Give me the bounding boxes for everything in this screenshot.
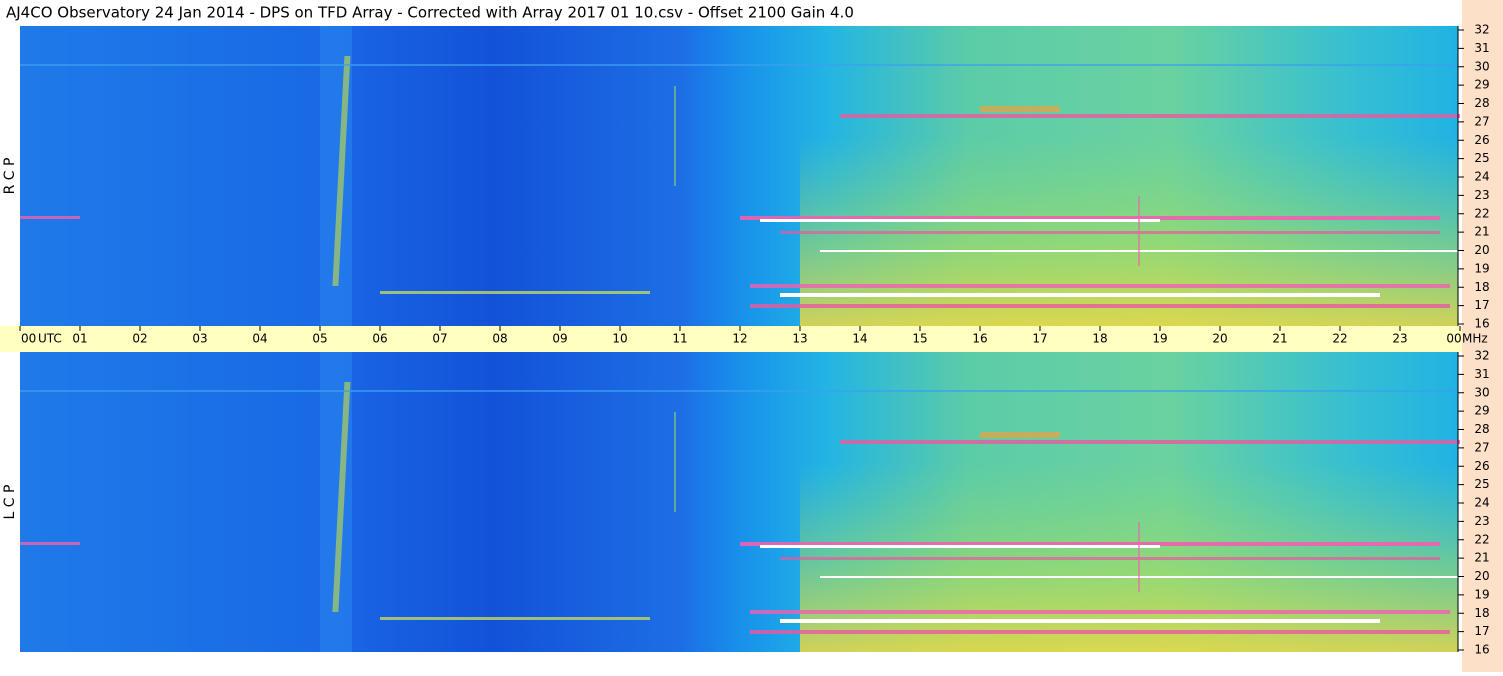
- time-label: 08: [492, 332, 507, 346]
- time-label: 13: [792, 332, 807, 346]
- freq-tick-label: 26: [1474, 459, 1489, 473]
- time-label: 04: [252, 332, 267, 346]
- freq-tick-label: 24: [1474, 170, 1489, 184]
- freq-tick-label: 29: [1474, 78, 1489, 92]
- freq-tick-label: 21: [1474, 225, 1489, 239]
- freq-tick-label: 17: [1474, 624, 1489, 638]
- time-label: 22: [1332, 332, 1347, 346]
- time-label: 12: [732, 332, 747, 346]
- freq-tick-label: 25: [1474, 477, 1489, 491]
- freq-tick-label: 28: [1474, 422, 1489, 436]
- time-label: 09: [552, 332, 567, 346]
- freq-tick-label: 28: [1474, 96, 1489, 110]
- time-label: 06: [372, 332, 387, 346]
- freq-tick-label: 17: [1474, 298, 1489, 312]
- freq-tick-label: 18: [1474, 606, 1489, 620]
- time-label: 00: [1446, 332, 1461, 346]
- panel-label: R C P: [2, 158, 18, 195]
- panel-label: L C P: [2, 485, 18, 520]
- time-label: 11: [672, 332, 687, 346]
- time-label: 15: [912, 332, 927, 346]
- freq-tick-label: 20: [1474, 569, 1489, 583]
- time-label: 21: [1272, 332, 1287, 346]
- time-label: 02: [132, 332, 147, 346]
- time-label: 14: [852, 332, 867, 346]
- time-label: 03: [192, 332, 207, 346]
- axes: R C P 16 17 18 19 20 21 22 23 24 25 26 27 28 29 30 31 32 L…: [2, 23, 1490, 657]
- time-label: 07: [432, 332, 447, 346]
- freq-unit: MHz: [1462, 332, 1488, 346]
- freq-tick-label: 19: [1474, 587, 1489, 601]
- freq-tick-label: 22: [1474, 532, 1489, 546]
- title: AJ4CO Observatory 24 Jan 2014 - DPS on T…: [6, 4, 854, 22]
- freq-tick-label: 16: [1474, 317, 1489, 331]
- freq-tick-label: 32: [1474, 23, 1489, 37]
- freq-tick-label: 25: [1474, 151, 1489, 165]
- time-label: 17: [1032, 332, 1047, 346]
- side-strip: [1462, 0, 1503, 672]
- time-label: 10: [612, 332, 627, 346]
- time-bar: [0, 326, 1462, 352]
- freq-tick-label: 24: [1474, 496, 1489, 510]
- freq-tick-label: 23: [1474, 188, 1489, 202]
- time-label: 20: [1212, 332, 1227, 346]
- freq-tick-label: 31: [1474, 367, 1489, 381]
- time-label: 05: [312, 332, 327, 346]
- time-label: 19: [1152, 332, 1167, 346]
- freq-tick-label: 21: [1474, 551, 1489, 565]
- freq-tick-label: 18: [1474, 280, 1489, 294]
- freq-tick-label: 29: [1474, 404, 1489, 418]
- time-label: 16: [972, 332, 987, 346]
- freq-tick-label: 22: [1474, 206, 1489, 220]
- freq-tick-label: 26: [1474, 133, 1489, 147]
- freq-tick-label: 32: [1474, 349, 1489, 363]
- freq-tick-label: 23: [1474, 514, 1489, 528]
- freq-tick-label: 30: [1474, 385, 1489, 399]
- spectrogram-rcp: [20, 26, 1460, 326]
- time-label: 18: [1092, 332, 1107, 346]
- freq-tick-label: 20: [1474, 243, 1489, 257]
- freq-tick-label: 19: [1474, 261, 1489, 275]
- freq-tick-label: 27: [1474, 114, 1489, 128]
- time-label: 00: [21, 332, 36, 346]
- freq-tick-label: 27: [1474, 440, 1489, 454]
- time-label: 23: [1392, 332, 1407, 346]
- spectrogram-lcp: [20, 352, 1460, 652]
- freq-tick-label: 31: [1474, 41, 1489, 55]
- time-label: 01: [72, 332, 87, 346]
- freq-tick-label: 16: [1474, 643, 1489, 657]
- freq-tick-label: 30: [1474, 59, 1489, 73]
- time-unit: UTC: [38, 332, 62, 346]
